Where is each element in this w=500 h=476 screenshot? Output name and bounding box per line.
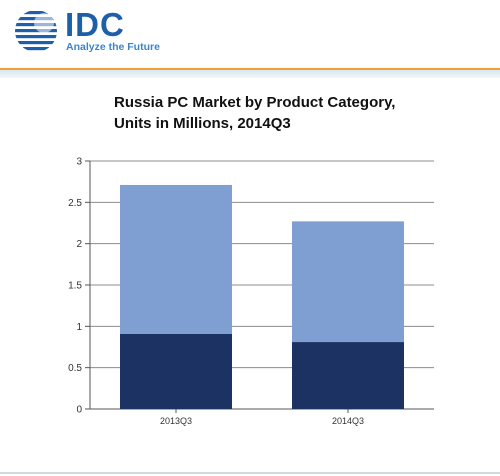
logo-wordmark: IDC xyxy=(65,6,125,43)
header-divider xyxy=(0,68,500,70)
chart-title: Russia PC Market by Product Category, Un… xyxy=(114,92,454,134)
y-tick-label: 1 xyxy=(76,322,82,333)
chart-title-line-2: Units in Millions, 2014Q3 xyxy=(114,115,291,132)
footer-divider xyxy=(0,472,500,474)
bar-segment xyxy=(292,342,404,409)
logo-tagline: Analyze the Future xyxy=(66,41,160,53)
y-tick-label: 2.5 xyxy=(68,198,82,209)
chart-title-line-1: Russia PC Market by Product Category, xyxy=(114,94,396,111)
y-tick-label: 0 xyxy=(76,405,82,416)
y-tick-label: 3 xyxy=(76,157,82,168)
x-tick-label: 2014Q3 xyxy=(332,416,364,426)
header: IDC Analyze the Future xyxy=(0,0,500,68)
header-band xyxy=(0,70,500,78)
x-tick-label: 2013Q3 xyxy=(160,416,192,426)
idc-globe-logo-icon xyxy=(15,10,57,52)
bar-segment xyxy=(120,184,232,334)
y-tick-label: 2 xyxy=(76,239,82,250)
bar-segment xyxy=(120,333,232,409)
bar-segment xyxy=(292,221,404,343)
y-tick-label: 1.5 xyxy=(68,281,82,292)
y-tick-label: 0.5 xyxy=(68,363,82,374)
